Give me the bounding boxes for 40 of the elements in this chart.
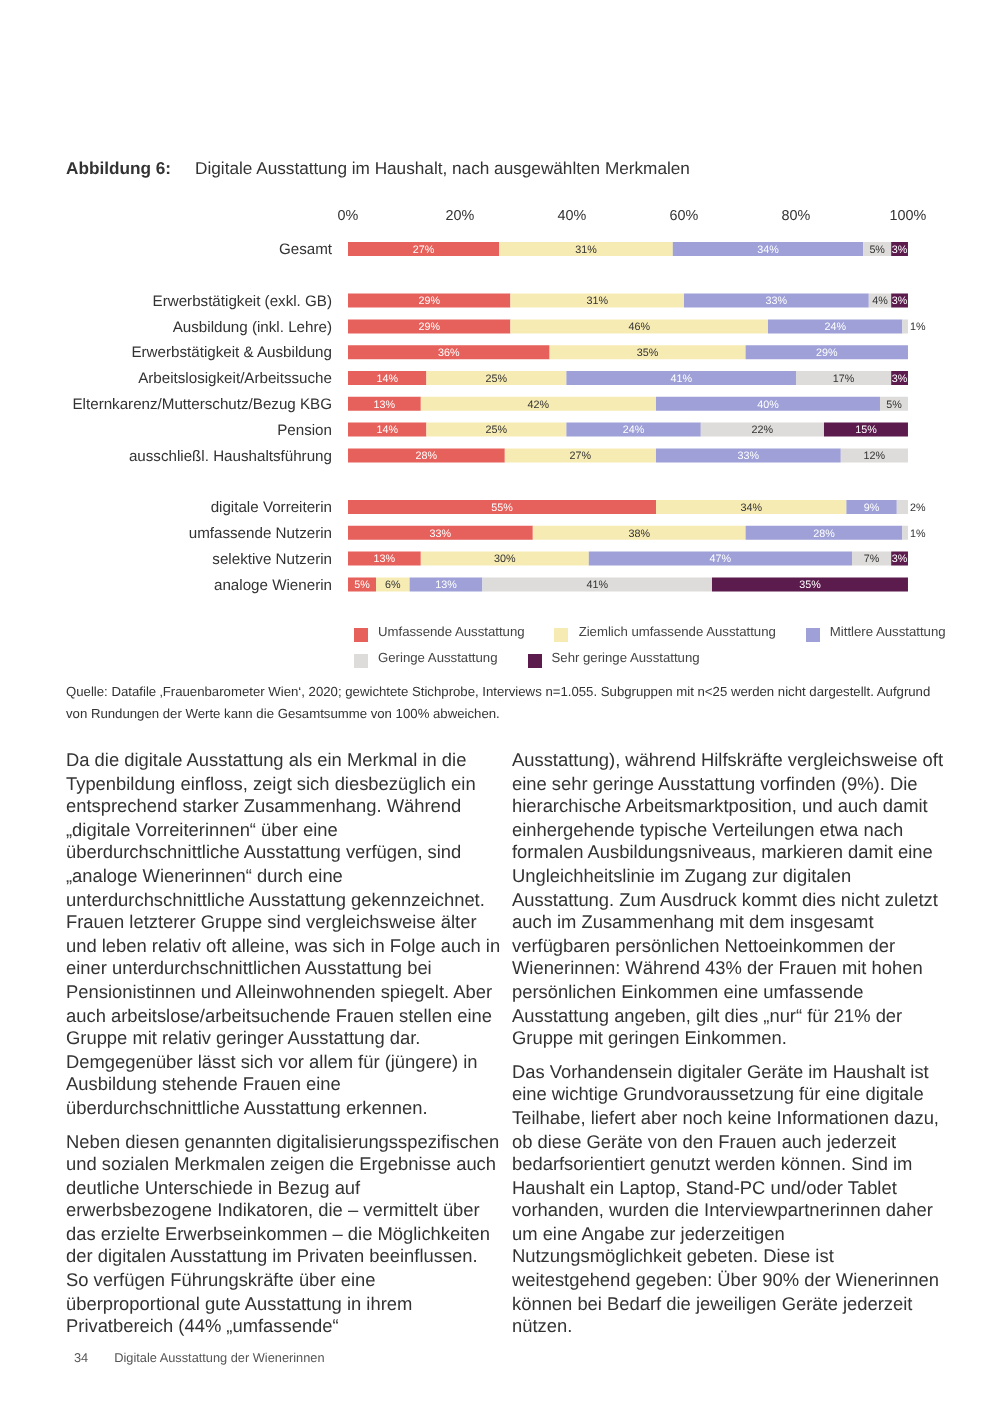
text: Da die digitale Ausstattung als ein Merkmal in die Typenbildung einfloss, zeigt sich diesbezüglich ein entsprechend starker Zusammenhang. Während „digitale Vorreiterinnen“ über eine überdurchschnittliche Ausstattung verfügen, sind „analoge Wienerinnen“ durch eine unterdurchschnittliche Ausstattung gekennzeichnet. Frauen letzterer Gruppe sind vergleichsweise älter und leben relativ oft alleine, was sich in Folge auch in einer unterdurchschnittlichen Ausstattung bei Pensionistinnen und Alleinwohnenden spiegelt. Aber auch arbeitslose/arbeitsuchende Frauen stellen eine Gruppe mit relativ geringer Ausstattung dar. Demgegenüber lässt sich vor allem für (jüngere) in Ausbildung stehende Frauen eine überdurchschnittliche Ausstattung erkennen. <box>66 750 501 1118</box>
bar <box>426 421 567 436</box>
bar <box>655 447 841 462</box>
bar <box>745 344 908 359</box>
bar <box>348 498 656 513</box>
text: Ausstattung), während Hilfskräfte vergleichsweise oft eine sehr geringe Ausstattung vorfinden (9%). Die hierarchische Arbeitsmarktposition, und auch damit einhergehende typische Verteilungen etwa nach formalen Ausbildungsniveaus, markieren damit eine Ungleichheitslinie im Zugang zur digitalen Ausstattung. Zum Ausdruck kommt dies nicht zuletzt auch im Zusammenhang mit dem insgesamt verfügbaren persönlichen Nettoeinkommen der Wienerinnen: Während 43% der Frauen mit hohen persönlichen Einkommen eine umfassende Ausstattung angeben, gilt dies „nur“ für 21% der Gruppe mit geringen Einkommen. <box>512 750 943 1049</box>
text: Abbildung 6: <box>66 158 172 178</box>
bar <box>655 395 880 410</box>
bar <box>588 550 852 565</box>
bar <box>655 498 847 513</box>
bar <box>504 447 656 462</box>
bar <box>348 292 511 307</box>
bar <box>683 292 869 307</box>
bar <box>348 447 505 462</box>
bar <box>566 421 701 436</box>
chart-subtitle: Digitale Ausstattung im Haushalt, nach ausgewählten Merkmalen <box>195 158 690 178</box>
bar <box>711 576 908 591</box>
bar <box>795 369 892 384</box>
bar <box>510 292 684 307</box>
bar <box>902 318 908 333</box>
bar <box>549 344 746 359</box>
bar <box>482 576 712 591</box>
bar <box>348 241 500 255</box>
bar <box>510 318 768 333</box>
bar <box>532 524 746 539</box>
bar <box>348 344 550 359</box>
text: Neben diesen genannten digitalisierungsspezifischen und sozialen Merkmalen zeigen die Ergebnisse auch deutliche Unterschiede in Bezug auf erwerbsbezogene Indikatoren, die – vermittelt über das erzielte Erwerbseinkommen – die Möglichkeiten der digitalen Ausstattung im Privaten beeinflussen. So verfügen Führungskräfte über eine überproportional gute Ausstattung in ihrem Privatbereich (44% „umfassende“ <box>66 1131 500 1337</box>
bar <box>767 318 903 333</box>
bar <box>348 318 511 333</box>
bar <box>426 369 567 384</box>
bar <box>902 524 908 539</box>
bar <box>420 395 656 410</box>
bar <box>566 369 796 384</box>
bar <box>499 241 673 255</box>
bar <box>672 241 864 255</box>
bar <box>420 550 589 565</box>
bar <box>700 421 824 436</box>
bar <box>745 524 903 539</box>
text: Das Vorhandensein digitaler Geräte im Haushalt ist eine wichtige Grundvoraussetzung für eine digitale Teilhabe, liefert aber noch keine Informationen dazu, ob diese Geräte von den Frauen auch jederzeit bedarfsorientiert genutzt werden können. Sind im Haushalt ein Laptop, Stand-PC und/oder Tablet vorhanden, wurden die Interviewpartnerinnen daher um eine Angabe zur jederzeitigen Nutzungsmöglichkeit gebeten. Diese ist weitestgehend gegeben: Über 90% der Wienerinnen können bei Bedarf die jeweiligen Geräte jederzeit nützen. <box>512 1061 939 1337</box>
bar <box>348 524 533 539</box>
